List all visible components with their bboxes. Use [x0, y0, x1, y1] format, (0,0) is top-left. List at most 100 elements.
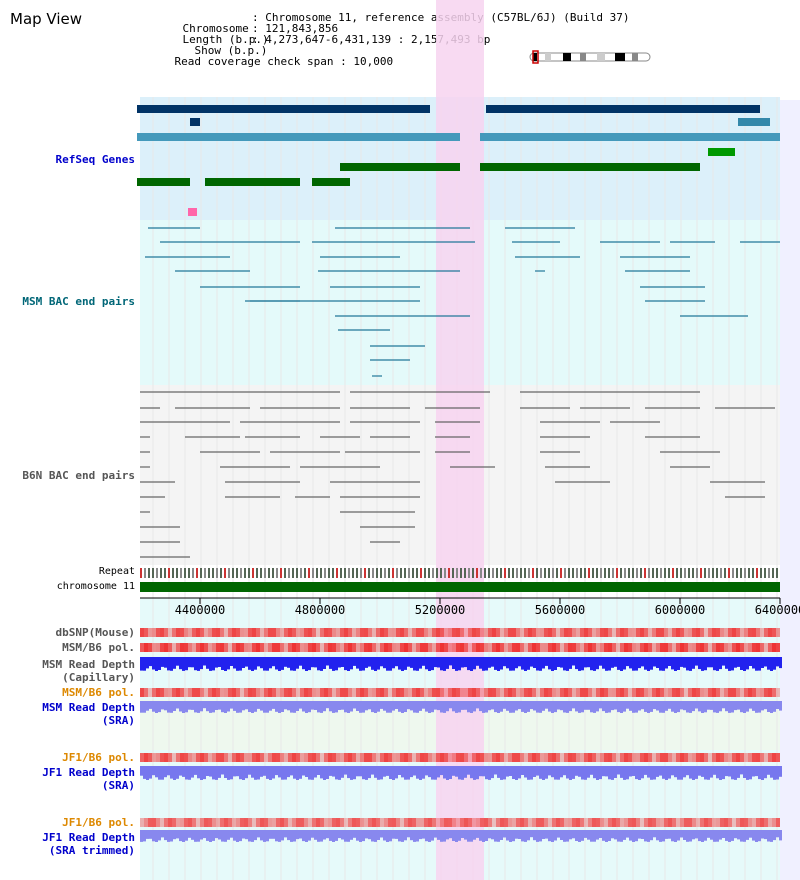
jf1-depth-trimmed — [356, 830, 359, 841]
msm-b6-pol-density — [720, 643, 724, 652]
jf1-depth-trimmed — [776, 830, 779, 838]
refseq-gene[interactable] — [486, 105, 760, 113]
refseq-gene[interactable] — [708, 148, 735, 156]
jf1-depth-trimmed — [227, 830, 230, 840]
jf1-b6-pol-density — [240, 818, 244, 827]
refseq-gene[interactable] — [340, 163, 460, 171]
dbsnp-density — [700, 628, 704, 637]
msm-depth-sra — [314, 701, 317, 710]
msm-b6-pol-density — [256, 688, 260, 697]
jf1-depth-trimmed — [767, 830, 770, 842]
msm-b6-pol-density — [156, 688, 160, 697]
jf1-depth-sra — [482, 766, 485, 777]
jf1-b6-pol-density — [612, 818, 616, 827]
jf1-depth-sra — [434, 766, 437, 780]
jf1-depth-sra — [743, 766, 746, 778]
refseq-gene[interactable] — [190, 118, 200, 126]
dbsnp-density — [424, 628, 428, 637]
jf1-depth-trimmed — [599, 830, 602, 838]
jf1-b6-pol-density — [212, 818, 216, 827]
jf1-depth-trimmed — [140, 830, 143, 842]
msm-depth-sra — [593, 701, 596, 713]
repeat-mark — [348, 568, 350, 578]
repeat-mark — [364, 568, 366, 578]
dbsnp-density — [288, 628, 292, 637]
refseq-gene[interactable] — [188, 208, 197, 216]
jf1-b6-pol-density — [680, 818, 684, 827]
refseq-gene[interactable] — [480, 163, 700, 171]
jf1-depth-sra — [761, 766, 764, 780]
highlight-region[interactable] — [436, 0, 484, 880]
repeat-mark — [444, 568, 446, 578]
jf1-depth-trimmed — [470, 830, 473, 842]
jf1-depth-trimmed — [740, 830, 743, 842]
jf1-depth-trimmed — [572, 830, 575, 839]
jf1-b6-pol-density — [556, 753, 560, 762]
jf1-depth-sra — [404, 766, 407, 780]
msm-b6-pol-density — [544, 643, 548, 652]
jf1-depth-trimmed — [530, 830, 533, 838]
msm-depth-capillary — [653, 657, 656, 667]
jf1-depth-sra — [479, 766, 482, 777]
jf1-depth-sra — [662, 766, 665, 779]
msm-depth-sra — [356, 701, 359, 711]
jf1-depth-sra — [356, 766, 359, 777]
msm-depth-sra — [575, 701, 578, 712]
msm-depth-capillary — [176, 657, 179, 666]
jf1-depth-trimmed — [317, 830, 320, 842]
jf1-b6-pol-density — [236, 818, 240, 827]
jf1-b6-pol-density — [176, 753, 180, 762]
jf1-depth-sra — [215, 766, 218, 780]
axis-tick-label: 6400000 — [755, 603, 800, 617]
msm-depth-sra — [419, 701, 422, 711]
jf1-depth-sra — [284, 766, 287, 780]
jf1-b6-pol-density — [232, 753, 236, 762]
jf1-b6-pol-density — [692, 818, 696, 827]
refseq-gene[interactable] — [205, 178, 300, 186]
msm-depth-capillary — [557, 657, 560, 667]
msm-depth-sra — [761, 701, 764, 711]
refseq-gene[interactable] — [137, 178, 190, 186]
repeat-mark — [720, 568, 722, 578]
msm-b6-pol-density — [300, 688, 304, 697]
repeat-mark — [372, 568, 374, 578]
msm-depth-capillary — [596, 657, 599, 670]
chromosome-bar[interactable] — [140, 582, 780, 592]
msm-b6-pol-density — [756, 643, 760, 652]
msm-depth-capillary — [479, 657, 482, 669]
msm-b6-pol-density — [300, 643, 304, 652]
jf1-b6-pol-density — [620, 753, 624, 762]
jf1-depth-sra — [350, 766, 353, 780]
jf1-b6-pol-density — [592, 818, 596, 827]
jf1-depth-sra — [365, 766, 368, 780]
jf1-b6-pol-density — [520, 753, 524, 762]
dbsnp-density — [376, 628, 380, 637]
track-label-b6n-bac: B6N BAC end pairs — [22, 469, 135, 482]
msm-b6-pol-density — [420, 688, 424, 697]
msm-b6-pol-density — [352, 688, 356, 697]
msm-depth-sra — [230, 701, 233, 709]
msm-depth-capillary — [314, 657, 317, 668]
refseq-gene[interactable] — [312, 178, 350, 186]
repeat-mark — [288, 568, 290, 578]
refseq-gene[interactable] — [137, 133, 460, 141]
jf1-b6-pol-density — [240, 753, 244, 762]
dbsnp-density — [172, 628, 176, 637]
jf1-depth-sra — [620, 766, 623, 778]
refseq-gene[interactable] — [480, 133, 780, 141]
jf1-b6-pol-density — [296, 818, 300, 827]
msm-depth-capillary — [455, 657, 458, 671]
dbsnp-density — [320, 628, 324, 637]
refseq-gene[interactable] — [738, 118, 770, 126]
coverage-key: Read coverage check span — [174, 55, 334, 68]
refseq-gene[interactable] — [137, 105, 430, 113]
repeat-mark — [476, 568, 478, 578]
msm-depth-sra — [164, 701, 167, 711]
repeat-mark — [144, 568, 146, 578]
jf1-depth-sra — [545, 766, 548, 779]
jf1-depth-trimmed — [257, 830, 260, 838]
chromosome-ideogram[interactable] — [529, 50, 651, 64]
msm-b6-pol-density — [484, 643, 488, 652]
msm-depth-sra — [515, 701, 518, 711]
